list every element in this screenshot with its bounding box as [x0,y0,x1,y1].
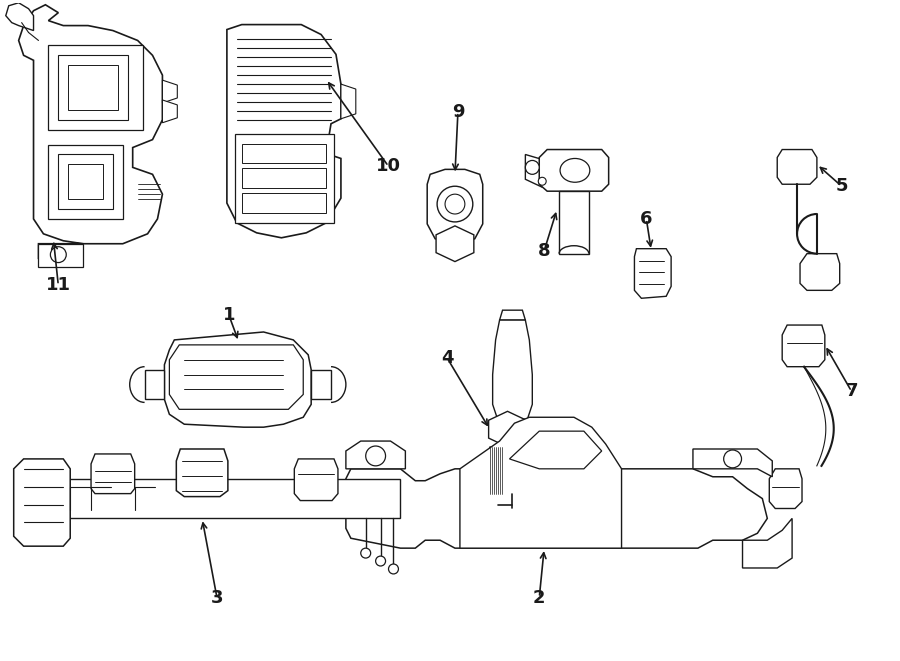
Polygon shape [742,518,792,568]
Polygon shape [341,84,356,119]
Circle shape [526,161,539,175]
Circle shape [375,556,385,566]
Circle shape [361,548,371,558]
Polygon shape [490,447,536,494]
Polygon shape [145,369,165,399]
Polygon shape [782,325,824,367]
Polygon shape [58,56,128,120]
Polygon shape [19,5,162,266]
Circle shape [445,194,465,214]
Polygon shape [294,459,338,500]
Text: 10: 10 [376,157,401,175]
Text: 5: 5 [835,177,848,195]
Text: 9: 9 [452,103,464,121]
Polygon shape [311,369,331,399]
Polygon shape [29,479,401,518]
Polygon shape [509,431,602,469]
Polygon shape [539,149,608,191]
Polygon shape [162,80,177,103]
Polygon shape [235,134,334,223]
Polygon shape [489,411,526,447]
Polygon shape [346,469,768,548]
Text: 6: 6 [640,210,652,228]
Text: 11: 11 [46,276,71,294]
Polygon shape [436,226,474,262]
Circle shape [538,177,546,185]
Circle shape [389,564,399,574]
Polygon shape [162,100,177,123]
Circle shape [724,450,742,468]
Polygon shape [14,459,70,546]
Text: 8: 8 [538,242,551,260]
Text: 2: 2 [533,589,545,607]
Polygon shape [800,254,840,290]
Polygon shape [770,469,802,508]
Polygon shape [68,65,118,110]
Text: 1: 1 [222,306,235,324]
Text: 3: 3 [211,589,223,607]
Polygon shape [492,320,532,419]
Polygon shape [346,441,405,469]
Polygon shape [227,24,341,238]
Polygon shape [58,155,112,209]
Polygon shape [49,145,122,219]
Circle shape [437,186,472,222]
Polygon shape [49,46,142,130]
Polygon shape [500,310,526,320]
Polygon shape [242,193,326,213]
Polygon shape [165,332,311,427]
Circle shape [365,446,385,466]
Polygon shape [460,417,622,548]
Polygon shape [778,149,817,184]
Polygon shape [169,345,303,409]
Polygon shape [693,449,772,477]
Polygon shape [242,169,326,188]
Polygon shape [39,244,83,266]
Polygon shape [634,249,671,298]
Polygon shape [526,155,547,187]
Text: 4: 4 [441,349,454,367]
Text: 7: 7 [845,383,858,401]
Polygon shape [68,165,103,199]
Polygon shape [242,143,326,163]
Circle shape [50,247,67,262]
Polygon shape [176,449,228,496]
Polygon shape [428,169,482,244]
Polygon shape [91,454,135,494]
Polygon shape [559,191,589,254]
Polygon shape [5,3,33,30]
